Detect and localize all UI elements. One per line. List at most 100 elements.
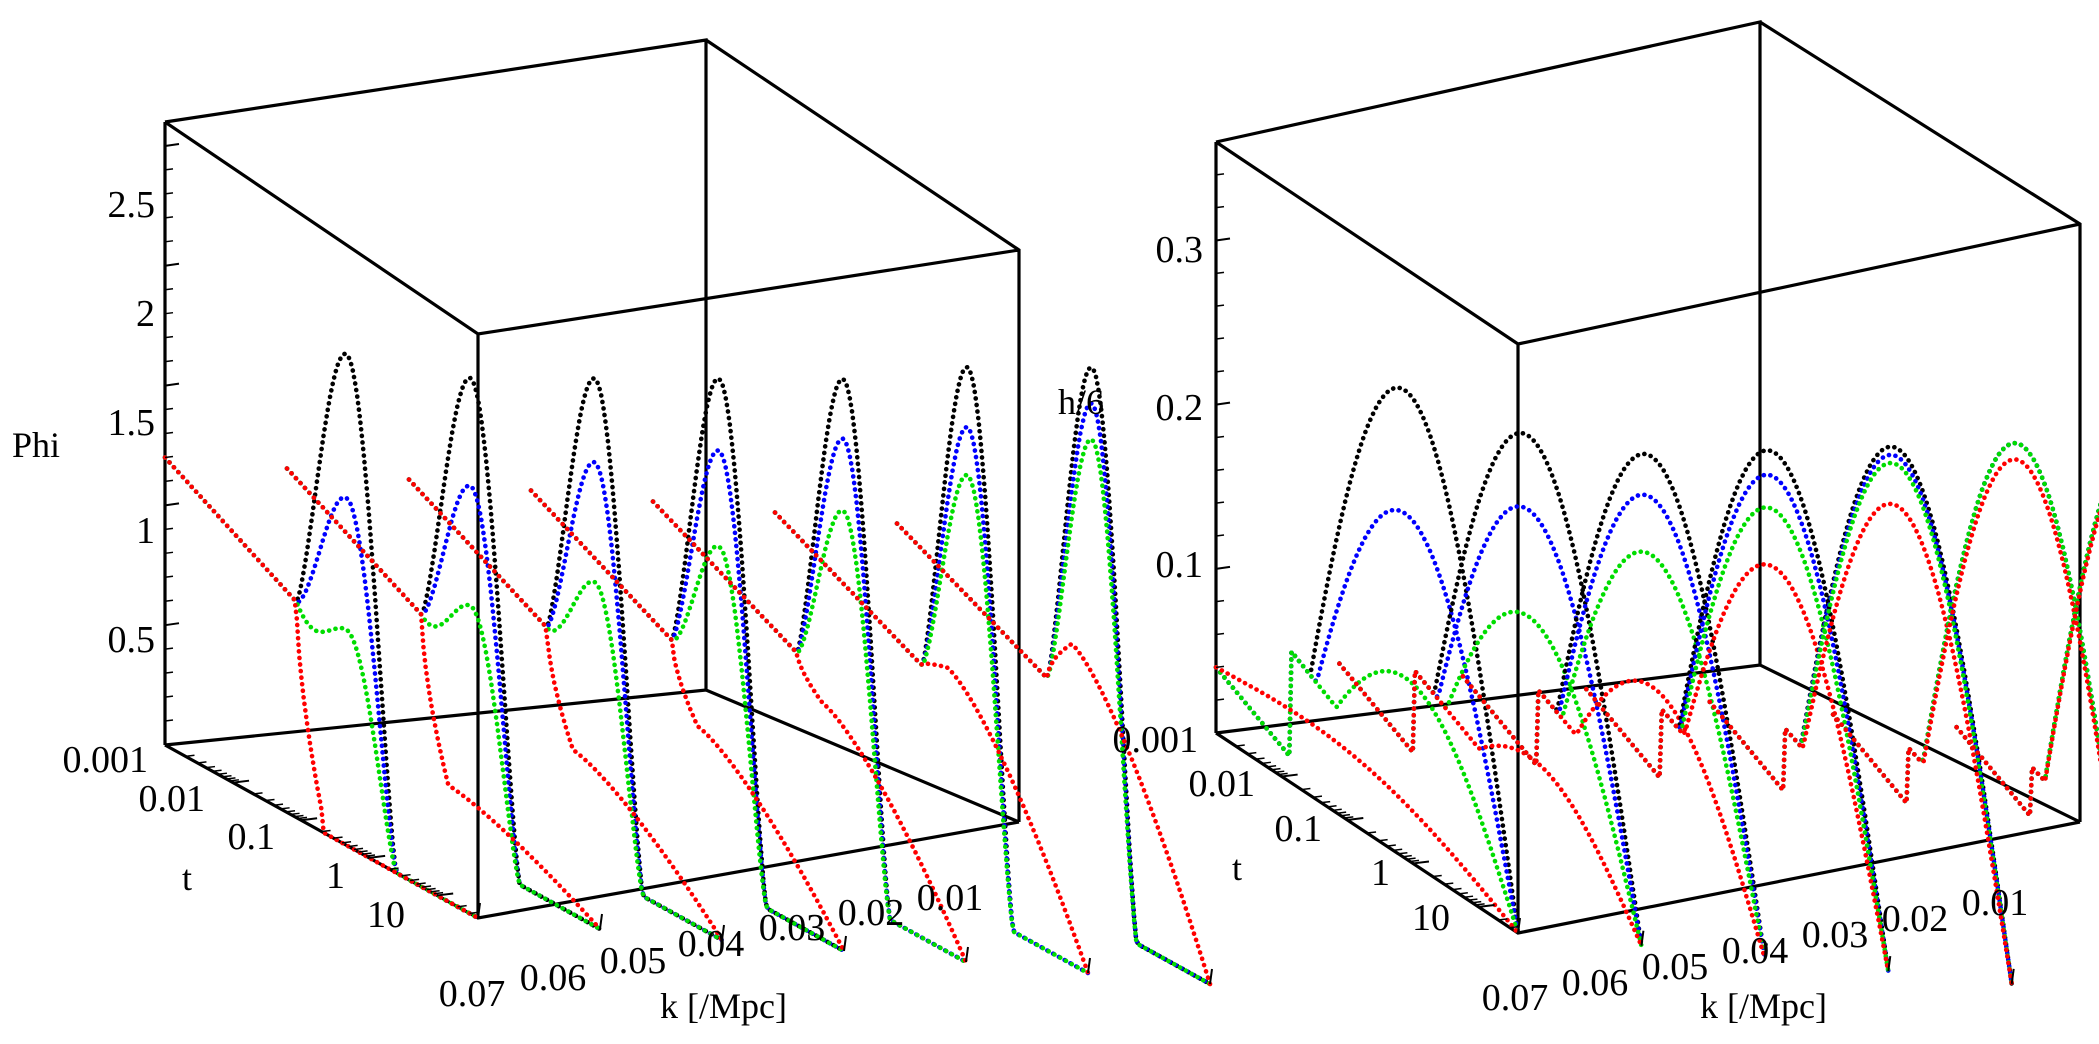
h6-t-tick	[1235, 744, 1245, 747]
h6-k-tick	[1517, 917, 1521, 934]
phi-t-tick	[229, 779, 240, 782]
phi-t-tick	[280, 807, 290, 810]
h6-t-tick	[1412, 860, 1430, 865]
phi-z-tick	[164, 311, 174, 315]
phi-z-tick	[164, 382, 180, 387]
phi-t-tick	[430, 889, 440, 893]
phi-k-tick	[721, 924, 725, 941]
h6-z-tick	[1215, 401, 1231, 406]
phi-t-tick	[265, 798, 275, 802]
phi-z-tick-label: 1.5	[108, 402, 156, 444]
phi-k-tick	[599, 913, 603, 930]
phi-k-tick-label: 0.06	[520, 957, 587, 999]
phi-z-tick	[164, 599, 174, 602]
h6-curve-green	[1213, 645, 1521, 936]
phi-z-tick	[164, 240, 174, 243]
phi-z-tick-label: 2	[136, 293, 155, 335]
phi-k-tick-label: 0.05	[600, 940, 667, 982]
h6-t-tick	[1468, 898, 1478, 901]
phi-k-tick	[965, 946, 969, 963]
phi-curve-black	[162, 351, 481, 921]
phi-curve-black	[284, 375, 603, 932]
h6-t-tick	[1472, 900, 1482, 904]
h6-t-tick	[1432, 874, 1442, 878]
phi-curve-green	[162, 455, 481, 921]
phi-t-tick	[358, 850, 368, 853]
h6-t-tick	[1347, 817, 1364, 821]
phi-z-tick	[164, 192, 174, 195]
phi-t-tick	[426, 887, 436, 891]
phi-t-tick	[205, 765, 216, 769]
h6-z-tick	[1215, 534, 1225, 537]
phi-k-tick-label: 0.03	[759, 907, 826, 949]
h6-k-tick	[1640, 930, 1645, 946]
phi-curve-red	[772, 510, 1091, 976]
h6-t-tick	[1247, 751, 1257, 755]
h6-t-tick	[1498, 918, 1508, 921]
phi-z-tick	[164, 551, 174, 555]
phi-t-tick	[197, 761, 207, 764]
h6-t-tick	[1275, 770, 1285, 774]
h6-k-tick-label: 0.06	[1562, 962, 1629, 1004]
phi-t-tick	[232, 779, 250, 784]
h6-z-tick	[1215, 468, 1225, 472]
phi-z-tick	[164, 695, 174, 698]
phi-z-tick	[164, 622, 180, 627]
h6-k-tick-label: 0.03	[1802, 914, 1869, 956]
phi-k-tick	[477, 902, 481, 919]
phi-curve-red	[650, 499, 969, 965]
phi-z-tick	[164, 647, 174, 650]
phi-t-tick	[365, 854, 376, 857]
h6-z-tick	[1215, 337, 1225, 340]
h6-t-tick	[1301, 787, 1311, 791]
phi-z-tick	[164, 142, 180, 147]
h6-plot-box-edges	[1214, 20, 2082, 935]
phi-t-tick	[297, 816, 308, 820]
h6-k-tick-label: 0.04	[1722, 930, 1789, 972]
phi-t-tick-label: 1	[326, 855, 345, 897]
h6-curve-red	[1213, 665, 1521, 936]
h6-t-tick	[1475, 903, 1485, 906]
h6-axis-ticks	[1215, 173, 2015, 984]
h6-t-tick	[1386, 844, 1396, 847]
h6-t-tick	[1215, 730, 1233, 734]
phi-z-tick	[164, 407, 174, 411]
phi-plot-box-edges	[163, 38, 1021, 920]
phi-t-tick	[416, 882, 426, 885]
phi-t-axis-label: t	[182, 858, 192, 898]
phi-t-tick	[164, 742, 182, 746]
h6-t-tick	[1478, 904, 1495, 908]
h6-t-tick	[1278, 772, 1288, 776]
phi-z-tick	[164, 479, 174, 483]
h6-curve-red	[1830, 457, 2099, 809]
h6-t-axis-label: t	[1232, 848, 1242, 888]
phi-z-tick	[164, 502, 180, 507]
phi-plot-frame	[163, 38, 1021, 920]
phi-t-tick	[362, 852, 372, 855]
h6-k-tick-label: 0.05	[1642, 946, 1709, 988]
phi-t-tick	[294, 814, 304, 818]
phi-curve-green	[650, 499, 969, 965]
h6-curve-black	[1213, 385, 1521, 936]
phi-t-tick	[353, 847, 364, 851]
h6-z-tick-label: 0.1	[1156, 544, 1204, 586]
h6-curve-red	[1460, 674, 1768, 961]
phi-z-tick	[164, 455, 174, 459]
phi-t-tick	[421, 885, 432, 888]
h6-t-tick	[1261, 761, 1271, 765]
phi-z-tick-label: 0.5	[108, 619, 156, 661]
h6-t-tick	[1344, 816, 1354, 819]
phi-t-tick	[217, 772, 228, 776]
h6-t-tick	[1378, 838, 1388, 842]
phi-k-tick	[843, 935, 847, 952]
h6-z-axis-label: h/6	[1058, 382, 1104, 422]
h6-t-tick	[1393, 848, 1403, 852]
h6-t-tick	[1452, 887, 1462, 891]
phi-axis-ticks	[164, 142, 1213, 985]
phi-z-tick	[164, 431, 174, 435]
phi-t-tick	[321, 829, 331, 833]
h6-z-tick	[1215, 698, 1225, 701]
phi-k-tick-label: 0.01	[917, 877, 984, 919]
phi-t-tick-label: 0.1	[228, 816, 276, 858]
